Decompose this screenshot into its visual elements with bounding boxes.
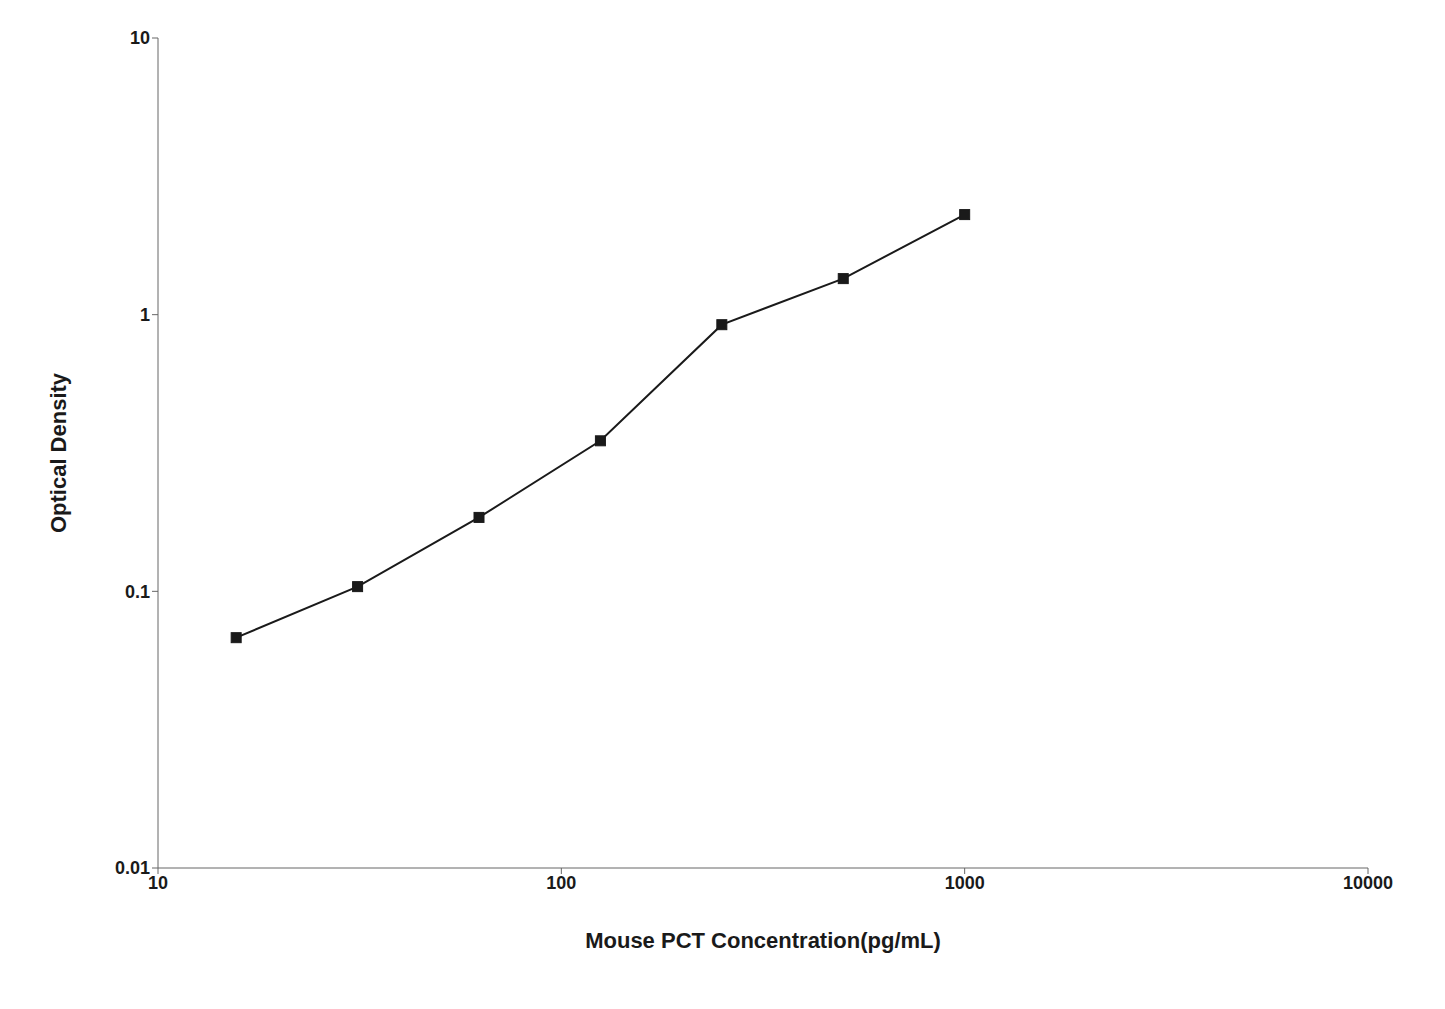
svg-text:Optical Density: Optical Density (46, 372, 71, 533)
svg-text:10000: 10000 (1343, 873, 1393, 893)
svg-text:10: 10 (130, 28, 150, 48)
svg-text:0.1: 0.1 (125, 582, 150, 602)
svg-text:10: 10 (148, 873, 168, 893)
svg-text:100: 100 (546, 873, 576, 893)
svg-text:0.01: 0.01 (115, 858, 150, 878)
svg-text:Mouse PCT Concentration(pg/mL): Mouse PCT Concentration(pg/mL) (585, 928, 941, 953)
svg-text:1000: 1000 (945, 873, 985, 893)
svg-text:1: 1 (140, 305, 150, 325)
